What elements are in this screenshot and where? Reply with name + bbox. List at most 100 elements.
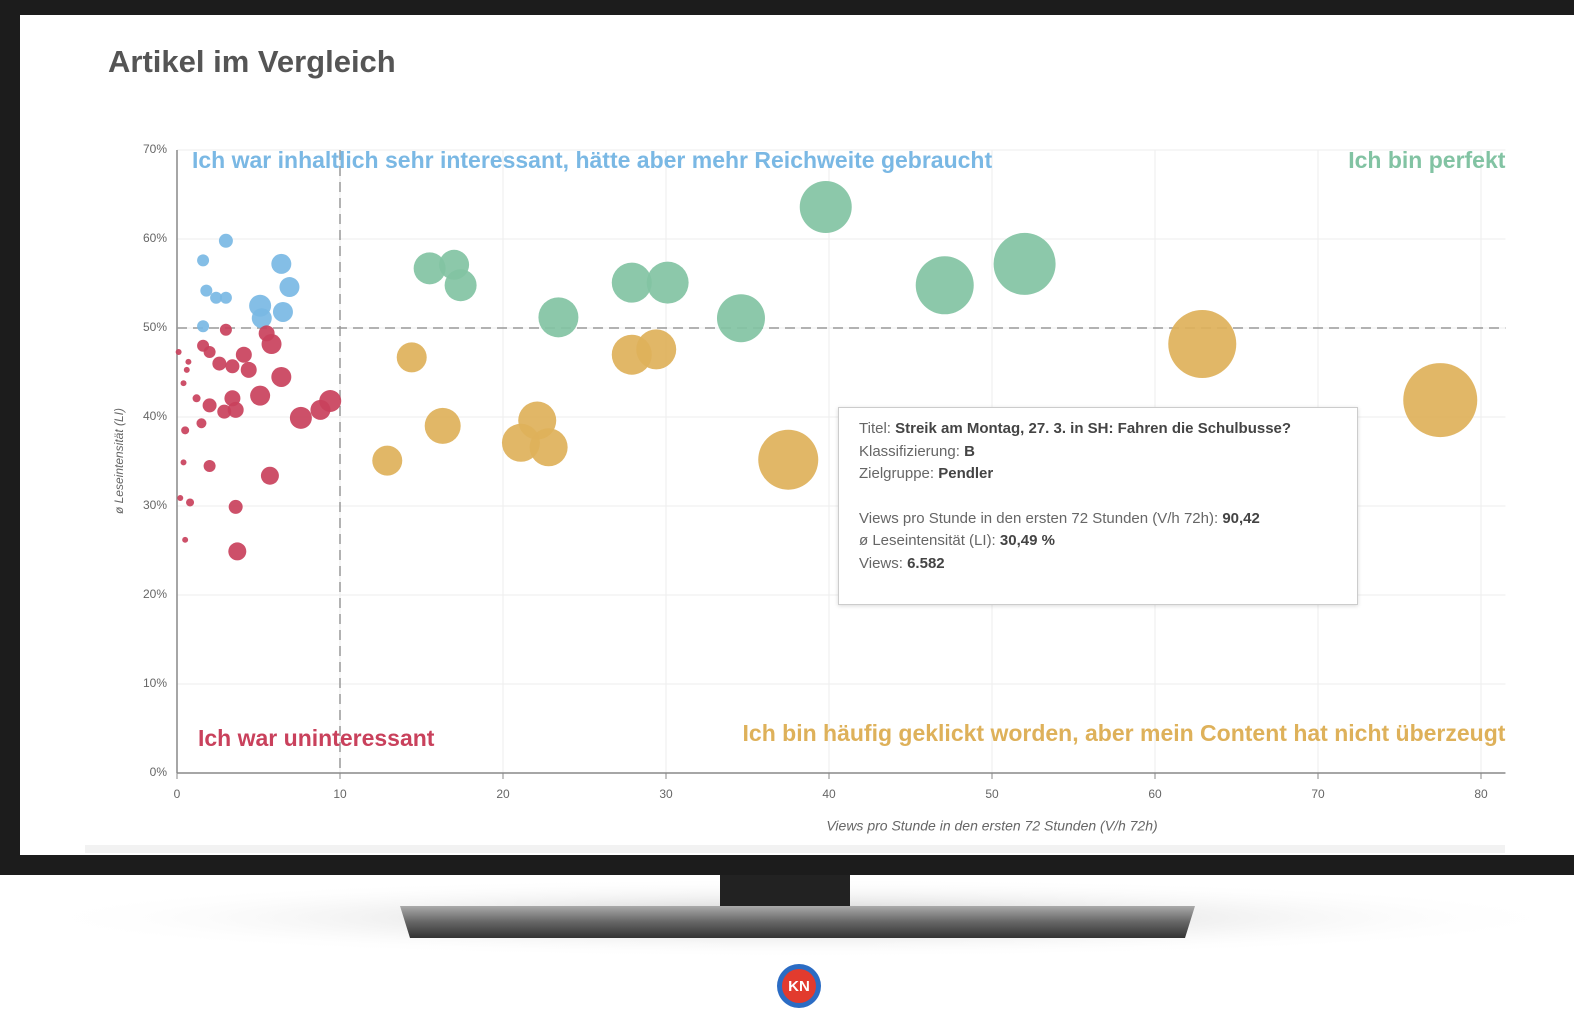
tooltip-label: Views pro Stunde in den ersten 72 Stunde… bbox=[859, 510, 1218, 527]
tooltip-label: Zielgruppe: bbox=[859, 465, 934, 482]
bubble bbox=[197, 320, 209, 332]
bubble bbox=[372, 446, 402, 476]
bubble bbox=[186, 498, 194, 506]
tooltip-row: Titel: Streik am Montag, 27. 3. in SH: F… bbox=[859, 418, 1347, 441]
bubble bbox=[800, 181, 852, 233]
y-tick-label: 20% bbox=[143, 587, 167, 601]
bubble bbox=[204, 460, 216, 472]
bubble bbox=[219, 234, 233, 248]
bubble bbox=[228, 402, 244, 418]
tooltip-row: ø Leseintensität (LI): 30,49 % bbox=[859, 530, 1347, 553]
bubble bbox=[177, 495, 183, 501]
bubble bbox=[758, 430, 818, 490]
bubble bbox=[184, 367, 190, 373]
screen-footer bbox=[85, 845, 1505, 853]
bubble bbox=[1168, 310, 1236, 378]
page: {"chart_data": {"type": "bubble", "title… bbox=[0, 0, 1574, 1015]
bubble bbox=[647, 262, 689, 304]
quadrant-label: Ich war uninteressant bbox=[198, 725, 435, 751]
x-axis-label: Views pro Stunde in den ersten 72 Stunde… bbox=[826, 818, 1157, 834]
bubble bbox=[530, 428, 568, 466]
bubble bbox=[538, 297, 578, 337]
bubble bbox=[181, 426, 189, 434]
x-tick-label: 70 bbox=[1311, 787, 1325, 801]
bubble bbox=[220, 292, 232, 304]
bubble bbox=[271, 367, 291, 387]
tooltip-row: Zielgruppe: Pendler bbox=[859, 463, 1347, 486]
bubble bbox=[196, 418, 206, 428]
x-tick-label: 0 bbox=[174, 787, 181, 801]
chart-title: Artikel im Vergleich bbox=[108, 44, 396, 79]
bubble bbox=[397, 342, 427, 372]
tooltip-value: Pendler bbox=[938, 465, 993, 482]
bubble bbox=[236, 347, 252, 363]
quadrant-label: Ich war inhaltlich sehr interessant, hät… bbox=[192, 147, 992, 173]
bubble bbox=[228, 542, 246, 560]
bubble bbox=[261, 467, 279, 485]
bubble bbox=[425, 408, 461, 444]
bubble bbox=[197, 254, 209, 266]
bubble bbox=[612, 263, 652, 303]
bubble bbox=[176, 349, 182, 355]
tooltip-value: Streik am Montag, 27. 3. in SH: Fahren d… bbox=[895, 420, 1291, 437]
bubble bbox=[279, 277, 299, 297]
x-tick-label: 40 bbox=[822, 787, 836, 801]
x-tick-label: 10 bbox=[333, 787, 347, 801]
tooltip: Titel: Streik am Montag, 27. 3. in SH: F… bbox=[838, 407, 1358, 605]
bubble bbox=[290, 407, 312, 429]
tooltip-label: Titel: bbox=[859, 420, 891, 437]
bubble bbox=[310, 400, 330, 420]
bubble bbox=[203, 398, 217, 412]
bubble bbox=[445, 269, 477, 301]
tooltip-label: Views: bbox=[859, 555, 903, 572]
bubble bbox=[717, 294, 765, 342]
y-tick-label: 30% bbox=[143, 498, 167, 512]
bubble bbox=[241, 362, 257, 378]
bubble bbox=[229, 500, 243, 514]
y-tick-label: 40% bbox=[143, 409, 167, 423]
bubble bbox=[994, 233, 1056, 295]
tooltip-value: 6.582 bbox=[907, 555, 945, 572]
tooltip-value: 30,49 % bbox=[1000, 532, 1055, 549]
tooltip-row: Views: 6.582 bbox=[859, 553, 1347, 576]
bubble bbox=[185, 359, 191, 365]
tooltip-row: Klassifizierung: B bbox=[859, 441, 1347, 464]
tooltip-value: B bbox=[964, 443, 975, 460]
quadrant-label: Ich bin perfekt bbox=[1348, 147, 1506, 173]
tooltip-row: Views pro Stunde in den ersten 72 Stunde… bbox=[859, 508, 1347, 531]
bubble bbox=[916, 256, 974, 314]
bubble bbox=[225, 359, 239, 373]
tooltip-label: ø Leseintensität (LI): bbox=[859, 532, 996, 549]
bubble bbox=[271, 254, 291, 274]
bubble bbox=[181, 459, 187, 465]
bubble bbox=[212, 357, 226, 371]
bubble bbox=[262, 334, 282, 354]
x-tick-label: 30 bbox=[659, 787, 673, 801]
bubble bbox=[182, 537, 188, 543]
y-tick-label: 0% bbox=[150, 765, 168, 779]
spacer bbox=[859, 486, 1347, 508]
bubble bbox=[250, 386, 270, 406]
y-axis-label: ø Leseintensität (LI) bbox=[112, 408, 126, 514]
bubble bbox=[273, 302, 293, 322]
tv-stand bbox=[400, 906, 1195, 938]
bubble bbox=[1403, 363, 1477, 437]
bubble bbox=[252, 308, 272, 328]
logo-text: KN bbox=[788, 978, 810, 995]
tv-neck bbox=[720, 870, 850, 906]
x-tick-label: 50 bbox=[985, 787, 999, 801]
y-tick-label: 50% bbox=[143, 320, 167, 334]
y-tick-label: 70% bbox=[143, 142, 167, 156]
x-tick-label: 80 bbox=[1474, 787, 1488, 801]
bubble bbox=[220, 324, 232, 336]
x-tick-label: 20 bbox=[496, 787, 510, 801]
y-tick-label: 10% bbox=[143, 676, 167, 690]
y-tick-label: 60% bbox=[143, 231, 167, 245]
bubble bbox=[612, 335, 652, 375]
quadrant-label: Ich bin häufig geklickt worden, aber mei… bbox=[743, 720, 1506, 746]
bubble bbox=[204, 346, 216, 358]
bubble bbox=[193, 394, 201, 402]
tooltip-label: Klassifizierung: bbox=[859, 443, 960, 460]
x-tick-label: 60 bbox=[1148, 787, 1162, 801]
tooltip-value: 90,42 bbox=[1222, 510, 1260, 527]
